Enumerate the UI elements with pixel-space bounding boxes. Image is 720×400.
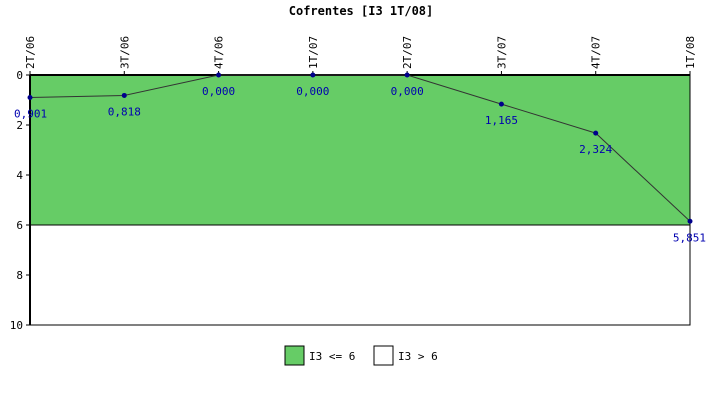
x-tick-label: 3T/06 [118, 36, 131, 69]
data-point [687, 218, 693, 224]
series-line-layer [29, 74, 691, 222]
chart-title: Cofrentes [I3 1T/08] [289, 4, 434, 18]
legend-swatch [373, 345, 394, 366]
legend-label: I3 > 6 [398, 350, 438, 363]
y-tick-label: 8 [16, 269, 23, 282]
data-label: 2,324 [579, 143, 612, 156]
series-line [29, 74, 691, 222]
x-tick-label: 4T/06 [213, 36, 226, 69]
data-label: 0,000 [391, 85, 424, 98]
data-label: 0,818 [108, 105, 141, 118]
data-label: 0,901 [14, 108, 47, 121]
x-tick-label: 2T/07 [401, 36, 414, 69]
x-tick-label: 2T/06 [24, 36, 37, 69]
y-tick-label: 2 [16, 119, 23, 132]
y-tick-label: 0 [16, 69, 23, 82]
y-tick-label: 6 [16, 219, 23, 232]
data-point [27, 95, 33, 101]
data-label: 0,000 [202, 85, 235, 98]
band-1 [29, 224, 691, 326]
y-tick-label: 4 [16, 169, 23, 182]
axes: 0 2 4 6 8 10 2T/06 3T/06 4T/06 1T/07 2T/07 3T/07 4T/… [10, 36, 697, 332]
data-label: 1,165 [485, 114, 518, 127]
legend-label: I3 <= 6 [309, 350, 355, 363]
band-0 [29, 74, 691, 226]
series-markers [27, 72, 693, 224]
x-tick-label: 3T/07 [495, 36, 508, 69]
data-point [216, 72, 222, 78]
legend: I3 <= 6 I3 > 6 [284, 345, 438, 366]
x-tick-label: 1T/08 [684, 36, 697, 69]
data-point [310, 72, 316, 78]
data-point [498, 101, 504, 107]
data-point [121, 92, 127, 98]
x-tick-label: 1T/07 [307, 36, 320, 69]
y-tick-label: 10 [10, 319, 23, 332]
data-label: 0,000 [296, 85, 329, 98]
data-point [404, 72, 410, 78]
data-label: 5,851 [673, 231, 706, 244]
data-labels: 0,901 0,818 0,000 0,000 0,000 1,165 2,324 5,851 [14, 85, 706, 244]
x-tick-label: 4T/07 [590, 36, 603, 69]
legend-swatch [284, 345, 305, 366]
data-point [593, 130, 599, 136]
threshold-bands [29, 74, 691, 326]
